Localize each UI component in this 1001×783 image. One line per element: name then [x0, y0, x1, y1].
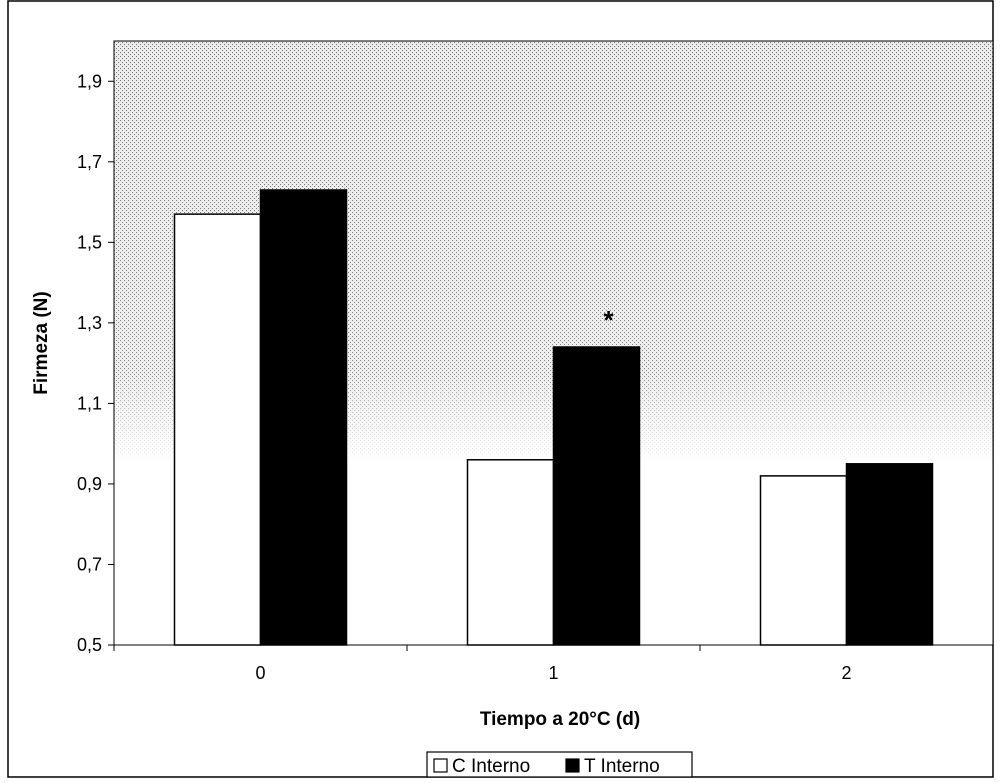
bar-t-interno-0: [259, 189, 348, 646]
x-tick-label: 2: [841, 663, 851, 683]
y-tick-label: 0,7: [77, 554, 102, 574]
y-tick-label: 1,5: [77, 232, 102, 252]
y-tick-label: 1,1: [77, 393, 102, 413]
x-tick-label: 1: [548, 663, 558, 683]
y-tick-label: 1,7: [77, 152, 102, 172]
y-tick-label: 1,3: [77, 313, 102, 333]
bar-c-interno-2: [759, 475, 848, 646]
y-axis: 0,5 0,7 0,9 1,1 1,3 1,5 1,7 1,9: [77, 71, 114, 655]
x-axis: 0 1 2: [113, 645, 994, 683]
bar-t-interno-2: [845, 463, 934, 646]
y-tick-label: 1,9: [77, 71, 102, 91]
legend-box: [426, 751, 693, 778]
bar-c-interno-0: [173, 213, 262, 646]
legend-swatch-c-interno: [433, 758, 448, 773]
y-tick-label: 0,5: [77, 635, 102, 655]
annotations: *: [603, 305, 614, 335]
bars: [173, 189, 934, 646]
significance-asterisk: *: [603, 305, 614, 335]
bar-c-interno-1: [466, 459, 555, 646]
legend: C Interno T Interno: [426, 751, 693, 778]
y-axis-label: Firmeza (N): [31, 291, 52, 394]
legend-label-c-interno: C Interno: [452, 756, 530, 777]
y-tick-label: 0,9: [77, 474, 102, 494]
x-axis-label: Tiempo a 20°C (d): [480, 709, 640, 730]
bar-t-interno-1: [552, 346, 641, 646]
legend-label-t-interno: T Interno: [584, 756, 660, 777]
legend-swatch-t-interno: [565, 758, 580, 773]
x-tick-label: 0: [255, 663, 265, 683]
